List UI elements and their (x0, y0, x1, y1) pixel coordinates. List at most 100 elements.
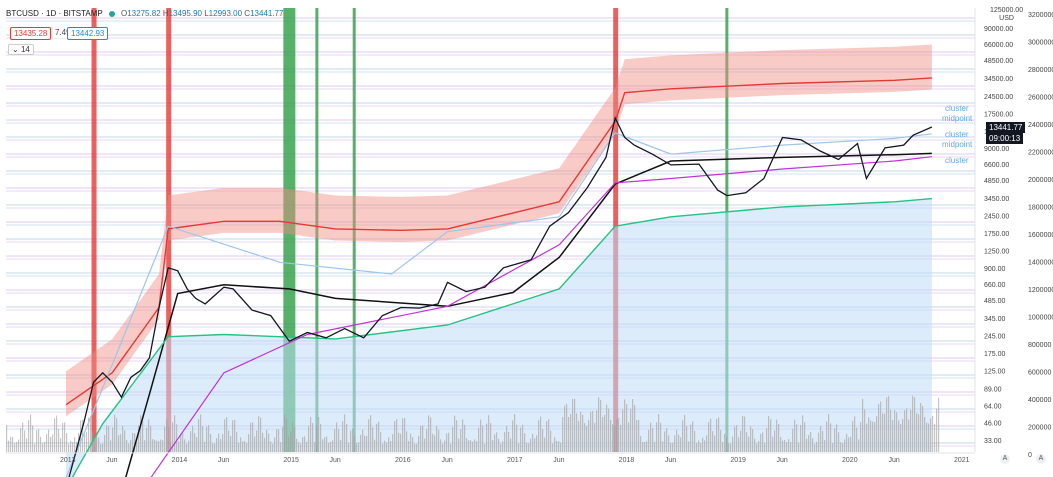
volume-bar (738, 437, 740, 452)
volume-bar (398, 432, 400, 452)
midpoint-label: midpoint (942, 114, 973, 123)
volume-bar (892, 420, 894, 452)
volume-bar (916, 413, 918, 452)
volume-bar (280, 442, 282, 452)
volume-bar (682, 420, 684, 452)
volume-bar (86, 432, 88, 452)
price-tick-label: 485.00 (984, 298, 1006, 305)
volume-bar (356, 443, 358, 452)
time-tick-label: Jun (218, 457, 229, 464)
buy-price-button[interactable]: 13442.93 (67, 27, 109, 40)
volume-bar (596, 410, 598, 452)
volume-bar (488, 415, 490, 452)
volume-bar (36, 429, 38, 452)
volume-bar (490, 423, 492, 452)
volume-bar (850, 436, 852, 452)
volume-bar (102, 443, 104, 452)
volume-bar (790, 442, 792, 452)
volume-bar (556, 440, 558, 452)
volume-bar (820, 426, 822, 452)
symbol-label[interactable]: BTCUSD · 1D · BITSTAMP (6, 9, 103, 18)
volume-bar (72, 442, 74, 452)
volume-bar (284, 414, 286, 452)
support-fill (66, 198, 932, 477)
auto-scale-button[interactable]: A (1036, 454, 1046, 464)
volume-bar (626, 404, 628, 452)
volume-bar (824, 440, 826, 452)
volume-bar (840, 442, 842, 452)
volume-bar (930, 418, 932, 452)
volume-bar (666, 428, 668, 452)
volume-bar (710, 418, 712, 452)
volume-bar (440, 439, 442, 452)
volume-bar (830, 423, 832, 452)
time-axis: 2013 Jun 2014 Jun 2015 Jun 2016 Jun 2017 Jun 2018 J… (60, 457, 970, 464)
volume-bar (236, 431, 238, 452)
volume-bar (716, 418, 718, 452)
volume-bar (726, 436, 728, 452)
volume-bar (690, 424, 692, 452)
volume-bar (130, 439, 132, 452)
volume-bar (42, 443, 44, 452)
volume-bar (700, 443, 702, 452)
volume-bar (354, 436, 356, 452)
volume-bar (128, 443, 130, 452)
volume-bar (832, 443, 834, 452)
sell-price-button[interactable]: 13435.28 (10, 27, 52, 40)
volume-bar (240, 437, 242, 452)
volume-bar (430, 417, 432, 452)
cluster-label: cluster (945, 130, 969, 139)
volume-bar (708, 421, 710, 452)
volume-bar (614, 425, 616, 452)
volume-bar (116, 418, 118, 452)
volume-bar (592, 410, 594, 452)
volume-bar (230, 435, 232, 452)
volume-bar (160, 439, 162, 452)
volume-bar (462, 419, 464, 452)
volume-bar (618, 418, 620, 452)
volume-bar (538, 420, 540, 452)
volume-bar (400, 433, 402, 452)
collapse-indicators-button[interactable]: ⌄ 14 (8, 44, 34, 55)
volume-bar (332, 440, 334, 452)
volume-bar (172, 422, 174, 452)
volume-bar (642, 442, 644, 452)
volume-bar (254, 436, 256, 452)
volume-bar (670, 442, 672, 452)
volume-bar (458, 438, 460, 452)
volume-bar (546, 421, 548, 452)
volume-bar (8, 440, 10, 452)
volume-bar (518, 443, 520, 452)
time-tick-label: Jun (665, 457, 676, 464)
volume-bar (412, 437, 414, 452)
volume-bar (170, 441, 172, 452)
volume-bar (324, 437, 326, 452)
volume-bar (40, 436, 42, 452)
volume-tick-label: 0 (1028, 452, 1032, 459)
volume-bar (256, 430, 258, 452)
volume-bar (340, 440, 342, 452)
volume-bar (292, 422, 294, 452)
volume-bar (886, 397, 888, 452)
volume-axis: 3200000 3000000 2800000 2600000 2400000 22000… (1028, 12, 1053, 459)
volume-bar (424, 438, 426, 452)
time-tick-label: Jun (777, 457, 788, 464)
volume-bar (178, 441, 180, 452)
volume-bar (366, 435, 368, 452)
volume-bar (362, 429, 364, 452)
price-tick-label: 6600.00 (984, 162, 1009, 169)
volume-bar (530, 438, 532, 452)
volume-bar (672, 442, 674, 452)
volume-bar (532, 433, 534, 452)
volume-bar (298, 442, 300, 452)
volume-bar (816, 441, 818, 452)
currency-label: 125000.00 USD (990, 7, 1024, 22)
volume-bar (420, 426, 422, 452)
volume-bar (834, 428, 836, 452)
volume-bar (648, 429, 650, 452)
log-scale-button[interactable]: A (1000, 454, 1010, 464)
price-tick-label: 1250.00 (984, 249, 1009, 256)
volume-bar (826, 421, 828, 452)
volume-bar (818, 432, 820, 452)
